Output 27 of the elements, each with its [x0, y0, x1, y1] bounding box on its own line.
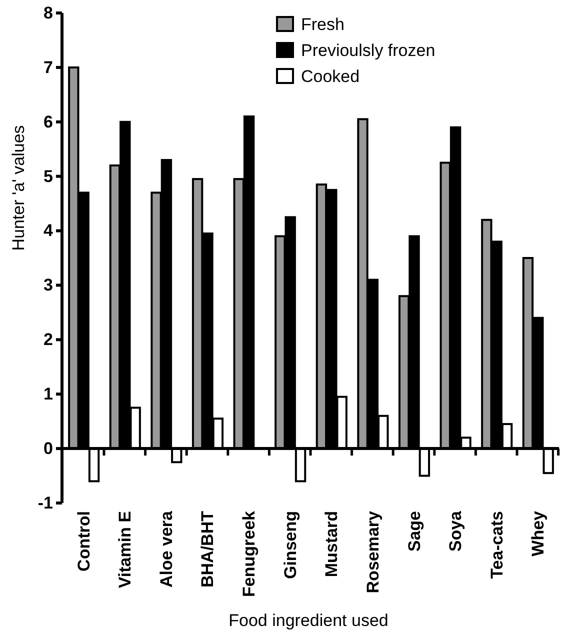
x-tick-label: Aloe vera [156, 510, 176, 588]
x-tick-label: Control [74, 511, 94, 572]
y-tick-label: -1 [38, 493, 53, 512]
x-tick-label: Mustard [322, 511, 342, 578]
y-tick-label: 3 [44, 276, 53, 295]
x-tick-label: Tea-cats [487, 511, 506, 579]
x-tick-label: Whey [528, 510, 548, 556]
x-tick-label: Fenugreek [240, 510, 259, 597]
y-tick-label: 5 [44, 166, 53, 186]
y-tick-label: 7 [44, 58, 53, 77]
y-tick-label: 4 [44, 221, 54, 240]
legend-label: Cooked [301, 67, 360, 86]
y-tick-label: 6 [44, 112, 53, 132]
y-tick-label: 0 [44, 438, 53, 458]
legend-label: Previoulsly frozen [301, 41, 436, 60]
x-axis-title: Food ingredient used [228, 611, 388, 630]
x-tick-label: Ginseng [280, 511, 300, 580]
x-tick-label: BHA/BHT [198, 510, 218, 588]
x-tick-label: Rosemary [363, 510, 382, 594]
y-axis-title: Hunter 'a' values [9, 125, 28, 251]
y-tick-label: 2 [44, 330, 53, 350]
legend-label: Fresh [301, 15, 344, 34]
x-tick-label: Vitamin E [116, 511, 135, 588]
y-tick-label: 1 [44, 384, 53, 404]
x-tick-label: Soya [446, 510, 466, 552]
y-tick-label: 8 [44, 3, 53, 22]
x-tick-label: Sage [404, 511, 424, 552]
